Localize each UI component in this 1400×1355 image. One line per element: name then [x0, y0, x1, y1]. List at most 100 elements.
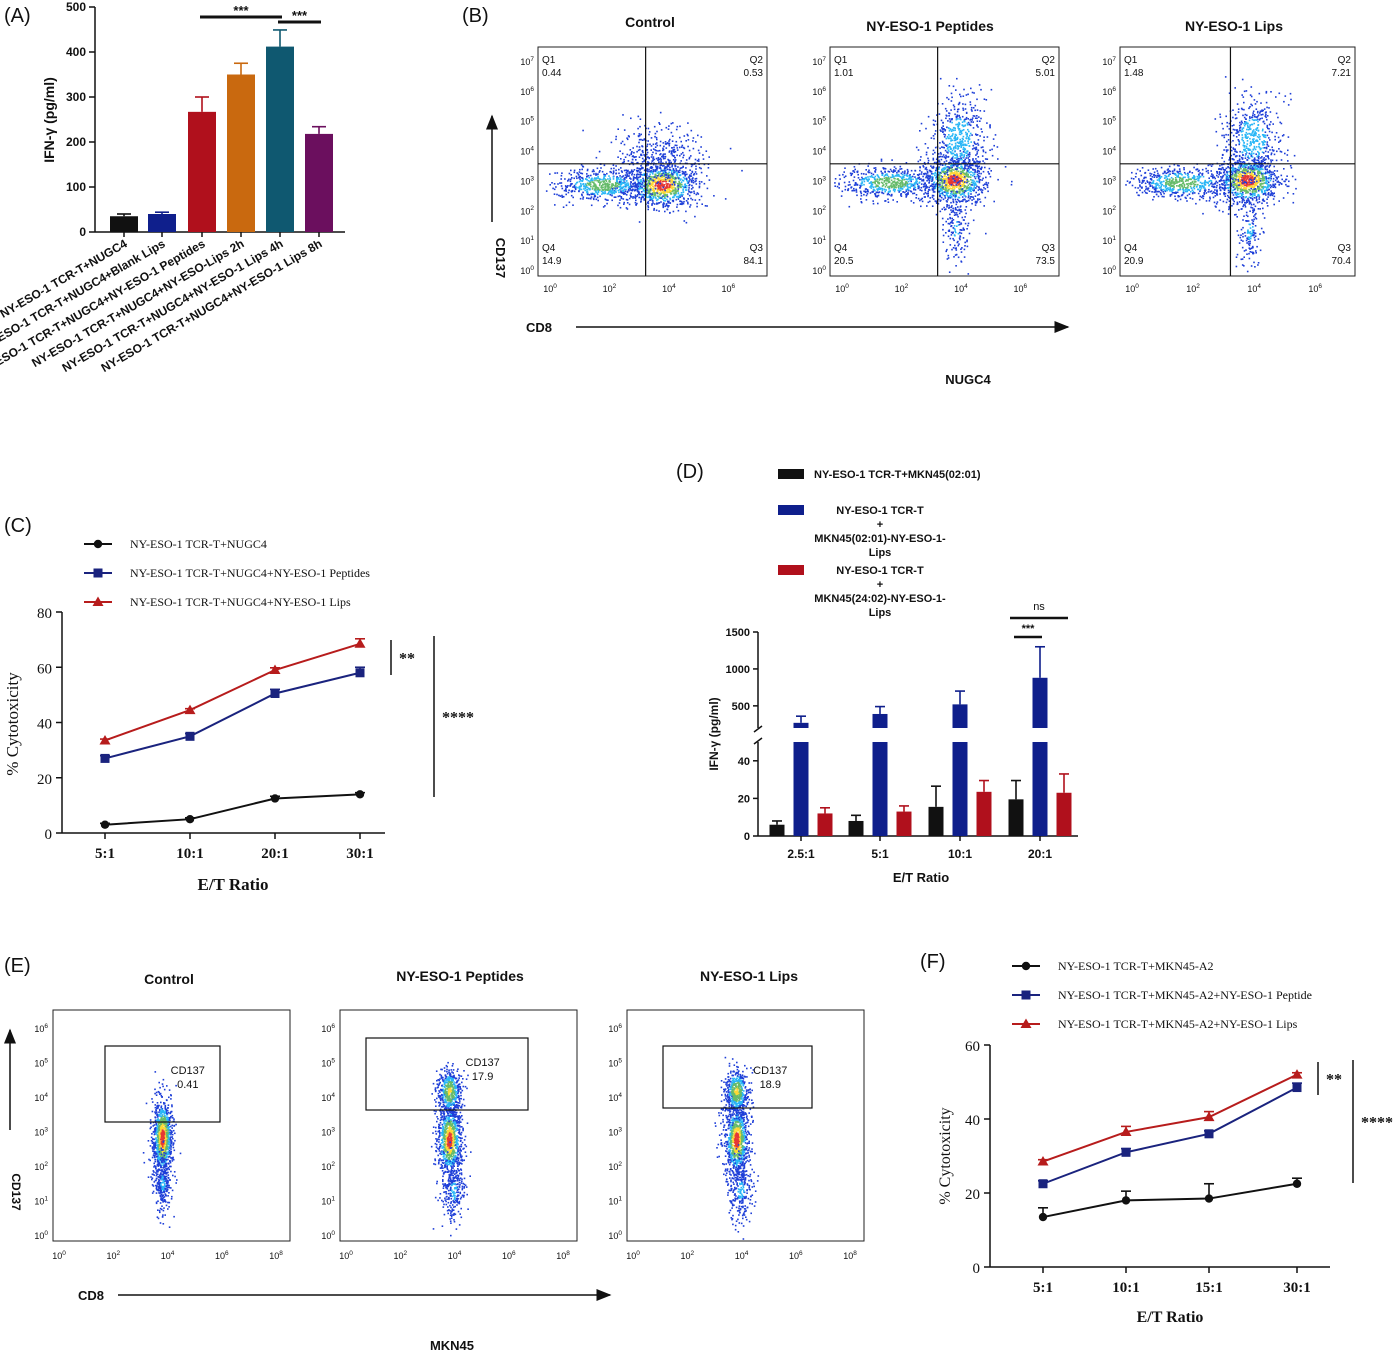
flow-y-tick-label: 100: [812, 265, 826, 276]
flow-event: [970, 121, 973, 123]
flow-event: [660, 201, 662, 203]
flow-event: [955, 153, 958, 156]
flow-event: [1218, 168, 1220, 170]
flow-event: [658, 172, 660, 175]
flow-event: [636, 188, 638, 191]
flow-x-tick-label: 106: [722, 283, 736, 294]
flow-event: [975, 154, 977, 156]
flow-event: [693, 192, 696, 195]
flow-event: [663, 194, 666, 197]
flow-event: [893, 177, 895, 180]
flow-event: [1232, 176, 1235, 179]
flow-event: [576, 172, 578, 174]
flow-event: [874, 182, 876, 185]
flow-event: [946, 201, 948, 203]
flow-event: [624, 176, 627, 179]
flow-event: [665, 203, 668, 205]
flow-event: [659, 144, 662, 147]
flow-event: [856, 171, 859, 174]
flow-event: [671, 173, 674, 176]
flow-event: [561, 196, 564, 198]
quadrant-value: 73.5: [1036, 256, 1056, 267]
flow-event: [892, 183, 895, 186]
flow-event: [950, 231, 953, 234]
flow-event: [956, 167, 959, 169]
flow-event: [897, 179, 900, 181]
flow-event: [1247, 183, 1249, 186]
flow-event: [657, 183, 660, 185]
flow-event: [876, 188, 878, 190]
flow-event: [965, 175, 968, 177]
flow-event: [1236, 192, 1239, 194]
flow-event: [965, 152, 967, 154]
flow-event: [581, 172, 584, 175]
flow-event: [641, 186, 643, 188]
flow-event: [616, 187, 618, 189]
flow-event: [868, 169, 870, 172]
flow-event: [956, 241, 959, 244]
flow-event: [670, 151, 673, 154]
flow-event: [1227, 187, 1230, 190]
flow-event: [1254, 169, 1256, 171]
flow-event: [646, 202, 649, 204]
flow-event: [667, 174, 670, 177]
flow-event: [947, 195, 949, 198]
flow-event: [656, 166, 658, 169]
flow-event: [978, 180, 981, 182]
flow-event: [964, 190, 966, 192]
flow-event: [975, 133, 977, 135]
flow-event: [692, 177, 694, 179]
flow-event: [630, 189, 632, 192]
flow-event: [958, 196, 961, 199]
flow-event: [1237, 181, 1239, 183]
flow-event: [983, 186, 985, 189]
flow-event: [1252, 171, 1255, 173]
flow-event: [934, 183, 936, 186]
flow-event: [1222, 174, 1225, 177]
flow-event: [886, 174, 889, 177]
flow-event: [946, 171, 948, 174]
flow-event: [1234, 163, 1237, 166]
flow-event: [590, 179, 592, 181]
flow-event: [636, 178, 638, 181]
flow-event: [572, 204, 574, 206]
flow-event: [967, 128, 969, 131]
flow-event: [933, 187, 935, 190]
flow-event: [1283, 168, 1285, 170]
flow-event: [674, 156, 676, 159]
flow-event: [913, 188, 915, 191]
flow-event: [960, 172, 962, 175]
flow-event: [573, 190, 576, 193]
flow-event: [671, 190, 673, 193]
flow-event: [943, 161, 946, 163]
flow-event: [941, 164, 944, 166]
flow-event: [586, 182, 589, 185]
flow-event: [556, 172, 559, 174]
flow-event: [596, 186, 599, 189]
flow-event: [974, 170, 977, 172]
flow-event: [692, 186, 694, 189]
flow-event: [967, 180, 970, 183]
flow-event: [665, 147, 668, 149]
flow-event: [609, 194, 612, 196]
flow-event: [984, 166, 986, 169]
flow-event: [685, 167, 687, 169]
flow-event: [891, 182, 893, 185]
flow-event: [961, 183, 963, 186]
flow-event: [614, 181, 617, 184]
flow-event: [660, 197, 662, 199]
flow-event: [902, 179, 904, 181]
quadrant-label: Q4: [542, 243, 556, 254]
flow-event: [950, 164, 952, 167]
flow-event: [677, 195, 680, 198]
flow-event: [594, 185, 596, 187]
flow-event: [1295, 187, 1297, 190]
flow-event: [931, 194, 934, 197]
flow-event: [969, 189, 972, 192]
flow-event: [934, 185, 936, 188]
flow-event: [969, 176, 972, 178]
panel-b-flow-plots: CD137 CD8 NUGC4 ControlQ10.44Q20.53Q414.…: [486, 14, 1356, 387]
flow-event: [700, 181, 703, 183]
flow-event: [932, 135, 935, 137]
flow-event: [958, 177, 961, 180]
